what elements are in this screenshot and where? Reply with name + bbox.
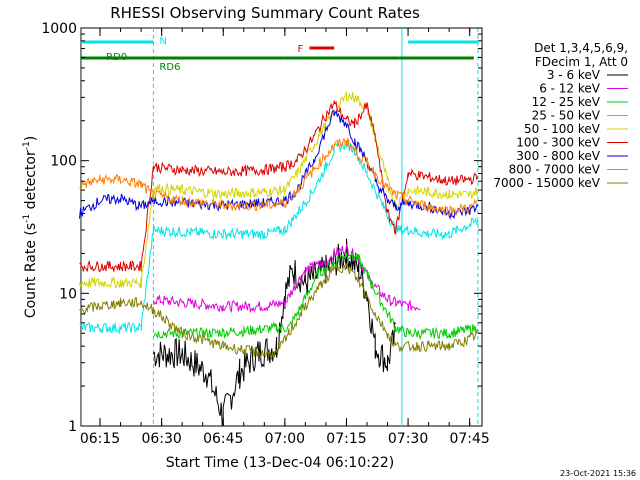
legend-label: 7000 - 15000 keV — [493, 176, 600, 190]
y-axis-label-sup: -1 — [22, 214, 32, 223]
series-line — [79, 137, 479, 335]
series-lines — [79, 91, 479, 427]
y-axis-label-mid: detector — [23, 150, 39, 214]
series-line — [79, 263, 479, 360]
y-tick-label: 1000 — [41, 21, 77, 37]
x-tick-label: 06:45 — [203, 431, 243, 447]
flag-label: RD0 — [106, 52, 127, 63]
y-axis-label-main: Count Rate (s — [23, 223, 39, 318]
legend: Det 1,3,4,5,6,9,FDecim 1, Att 03 - 6 keV… — [493, 41, 628, 190]
legend-label: 50 - 100 keV — [524, 122, 601, 136]
legend-label: 3 - 6 keV — [547, 68, 601, 82]
x-tick-label: 07:45 — [449, 431, 489, 447]
flag-label: RD6 — [159, 62, 180, 73]
x-tick-label: 07:15 — [326, 431, 366, 447]
series-line — [79, 100, 479, 273]
legend-label: 6 - 12 keV — [539, 82, 601, 96]
y-axis: 1 10 100 1000 — [41, 21, 482, 435]
series-line — [152, 238, 397, 427]
legend-label: 100 - 300 keV — [516, 136, 600, 150]
legend-header: FDecim 1, Att 0 — [535, 55, 628, 69]
legend-header: Det 1,3,4,5,6,9, — [534, 41, 628, 55]
chart-title: RHESSI Observing Summary Count Rates — [110, 4, 420, 22]
x-tick-label: 07:30 — [388, 431, 428, 447]
flag-label: N — [159, 36, 166, 47]
y-axis-label-sup: -1 — [22, 141, 32, 150]
x-tick-label: 06:15 — [80, 431, 120, 447]
x-axis-label: Start Time (13-Dec-04 06:10:22) — [166, 455, 394, 471]
legend-label: 12 - 25 keV — [532, 95, 601, 109]
legend-label: 25 - 50 keV — [532, 109, 601, 123]
flag-label: F — [297, 44, 303, 55]
x-tick-label: 07:00 — [265, 431, 305, 447]
plot-area — [80, 27, 483, 427]
legend-label: 300 - 800 keV — [516, 149, 600, 163]
series-line — [79, 138, 479, 217]
x-tick-label: 06:30 — [141, 431, 181, 447]
flag-bars: N F RD0 RD6 — [81, 36, 478, 73]
y-tick-label: 10 — [59, 286, 77, 302]
time-markers — [81, 28, 479, 426]
legend-label: 800 - 7000 keV — [509, 163, 601, 177]
y-axis-label: Count Rate (s-1 detector-1) — [22, 136, 39, 318]
x-axis: 06:15 06:30 06:45 07:00 07:15 07:30 07:45 — [80, 28, 490, 447]
y-axis-label-end: ) — [23, 136, 39, 141]
y-tick-label: 100 — [50, 154, 77, 170]
series-line — [79, 109, 479, 220]
series-line — [153, 250, 479, 340]
date-stamp: 23-Oct-2021 15:36 — [560, 469, 636, 478]
series-line — [152, 243, 421, 314]
series-line — [79, 91, 479, 290]
y-tick-label: 1 — [68, 419, 77, 435]
